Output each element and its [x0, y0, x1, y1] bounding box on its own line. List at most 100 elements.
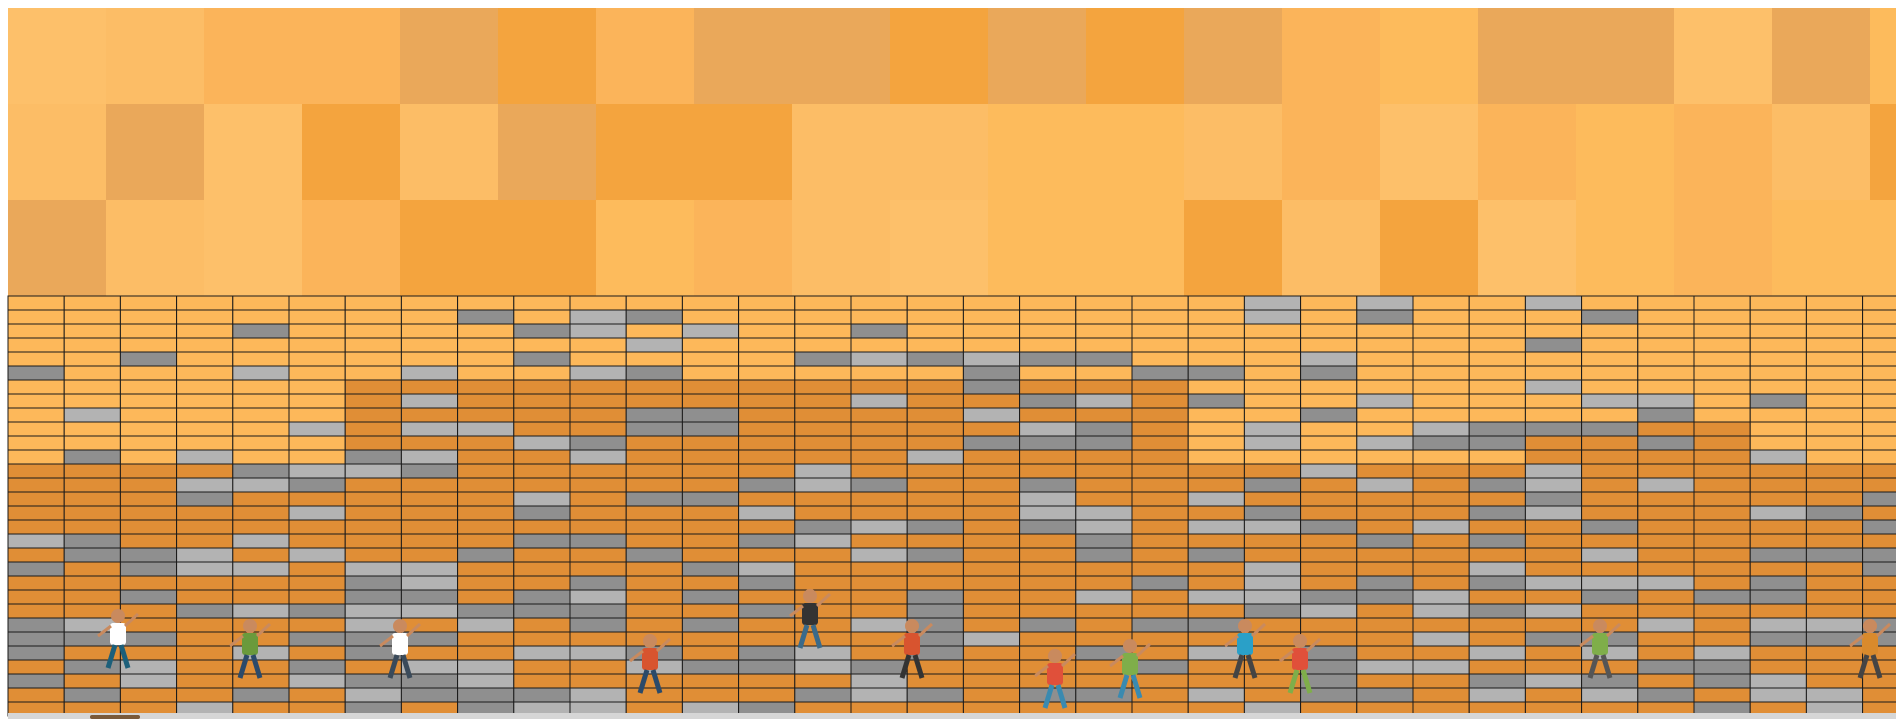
grid-tile	[7, 617, 65, 633]
grid-tile	[232, 463, 290, 479]
grid-tile	[119, 561, 178, 577]
grid-tile	[457, 631, 515, 647]
grid-tile	[1637, 645, 1695, 661]
grid-tile	[1637, 687, 1695, 703]
grid-tile	[1243, 505, 1302, 521]
grid-tile	[850, 561, 908, 577]
person-head	[1048, 649, 1062, 663]
grid-tile	[1075, 295, 1133, 311]
grid-tile	[232, 449, 290, 465]
grid-tile	[119, 295, 178, 311]
grid-tile	[1637, 477, 1695, 493]
grid-tile	[850, 617, 908, 633]
grid-tile	[906, 589, 964, 605]
grid-tile	[569, 589, 627, 605]
grid-tile	[344, 435, 402, 451]
grid-tile	[1300, 561, 1358, 577]
grid-tile	[232, 393, 290, 409]
grid-tile	[1581, 351, 1639, 367]
grid-tile	[1468, 491, 1526, 507]
grid-tile	[1075, 309, 1133, 325]
grid-tile	[63, 561, 121, 577]
grid-tile	[7, 365, 65, 381]
person-body	[642, 648, 658, 670]
person-arm	[1875, 622, 1892, 638]
grid-tile	[344, 477, 402, 493]
grid-tile	[569, 659, 627, 675]
grid-tile	[569, 491, 627, 507]
grid-tile	[1637, 491, 1695, 507]
grid-tile	[344, 575, 402, 591]
person-body	[110, 623, 126, 645]
grid-tile	[400, 351, 459, 367]
grid-tile	[1243, 323, 1302, 339]
upper-tile	[498, 200, 597, 297]
grid-tile	[400, 449, 459, 465]
grid-tile	[681, 631, 740, 647]
grid-tile	[513, 295, 571, 311]
grid-tile	[400, 379, 459, 395]
person	[891, 619, 934, 679]
grid-tile	[400, 491, 459, 507]
grid-tile	[1749, 449, 1807, 465]
grid-tile	[344, 365, 402, 381]
upper-tile	[1380, 104, 1479, 201]
grid-tile	[850, 575, 908, 591]
grid-tile	[1300, 477, 1358, 493]
grid-tile	[1581, 337, 1639, 353]
grid-tile	[1356, 323, 1414, 339]
person-leg	[250, 654, 263, 679]
person-leg	[400, 654, 413, 679]
grid-tile	[1805, 365, 1864, 381]
person-leg	[1055, 684, 1068, 709]
grid-tile	[1524, 407, 1583, 423]
grid-tile	[288, 379, 346, 395]
grid-tile	[681, 449, 740, 465]
grid-tile	[1805, 603, 1864, 619]
grid-tile	[176, 323, 234, 339]
person	[1109, 639, 1152, 699]
grid-tile	[569, 561, 627, 577]
grid-tile	[288, 393, 346, 409]
grid-tile	[1862, 449, 1896, 465]
grid-tile	[119, 421, 178, 437]
grid-tile	[288, 645, 346, 661]
grid-tile	[1187, 309, 1245, 325]
grid-tile	[962, 659, 1021, 675]
grid-tile	[457, 659, 515, 675]
grid-tile	[962, 617, 1021, 633]
grid-tile	[400, 617, 459, 633]
grid-tile	[1075, 589, 1133, 605]
grid-tile	[1637, 603, 1695, 619]
grid-tile	[63, 421, 121, 437]
grid-tile	[1300, 323, 1358, 339]
grid-tile	[1862, 435, 1896, 451]
grid-tile	[1805, 533, 1864, 549]
grid-tile	[1243, 365, 1302, 381]
grid-tile	[344, 295, 402, 311]
upper-tile	[890, 104, 989, 201]
upper-tile	[890, 200, 989, 297]
grid-tile	[1412, 309, 1470, 325]
grid-tile	[1300, 435, 1358, 451]
grid-tile	[1637, 673, 1695, 689]
grid-tile	[625, 407, 683, 423]
grid-tile	[569, 463, 627, 479]
grid-tile	[681, 533, 740, 549]
grid-tile	[119, 603, 178, 619]
grid-tile	[288, 519, 346, 535]
upper-tile	[1380, 8, 1479, 105]
grid-tile	[344, 393, 402, 409]
grid-tile	[1356, 407, 1414, 423]
grid-tile	[681, 491, 740, 507]
upper-tile	[204, 104, 303, 201]
grid-tile	[1019, 505, 1077, 521]
grid-tile	[1693, 547, 1751, 563]
grid-tile	[7, 659, 65, 675]
grid-tile	[513, 617, 571, 633]
grid-tile	[63, 491, 121, 507]
grid-tile	[457, 379, 515, 395]
grid-tile	[906, 421, 964, 437]
grid-tile	[288, 631, 346, 647]
grid-tile	[962, 477, 1021, 493]
